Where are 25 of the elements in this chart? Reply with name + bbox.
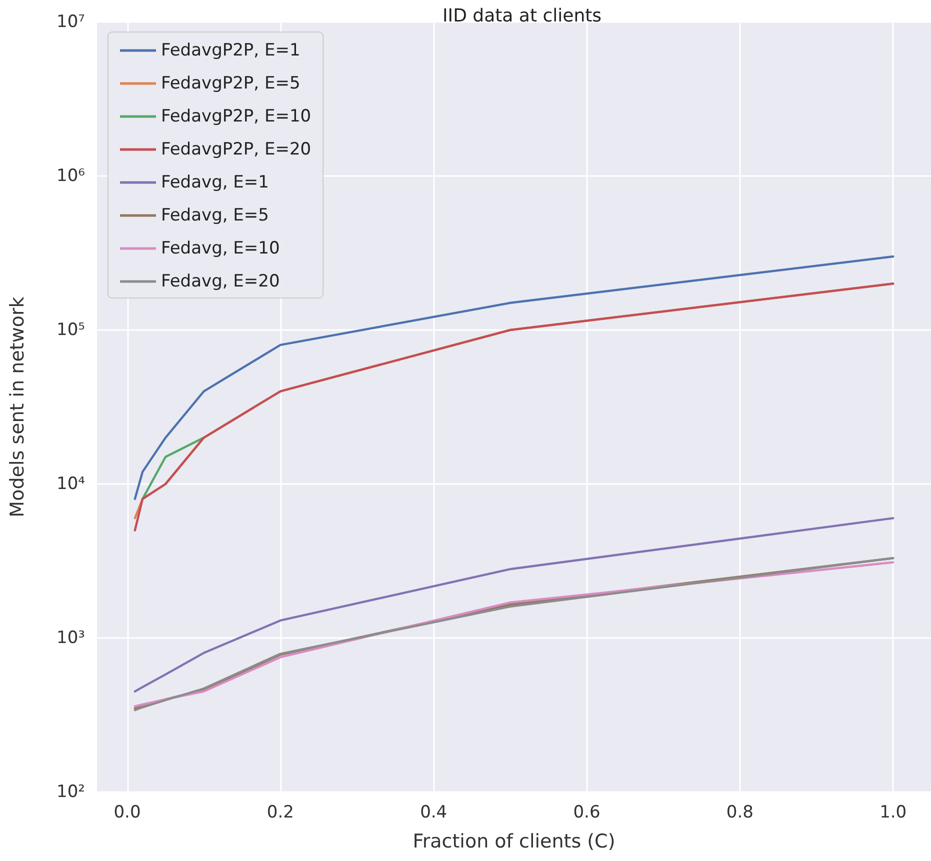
x-tick-label: 0.2 xyxy=(266,802,294,822)
line-series xyxy=(134,255,894,500)
y-tick-label: 10³ xyxy=(56,628,85,648)
legend-label: Fedavg, E=5 xyxy=(161,206,269,226)
legend-label: Fedavg, E=10 xyxy=(161,238,280,258)
legend-label: FedavgP2P, E=5 xyxy=(161,74,300,94)
y-tick-label: 10⁶ xyxy=(56,166,86,186)
legend-label: FedavgP2P, E=20 xyxy=(161,140,312,160)
y-tick-label: 10² xyxy=(56,782,85,802)
y-tick-label: 10⁵ xyxy=(56,320,85,340)
x-tick-label: 0.0 xyxy=(114,802,141,822)
y-tick-label: 10⁷ xyxy=(56,12,86,32)
y-axis-title: Models sent in network xyxy=(6,296,28,518)
x-axis-title: Fraction of clients (C) xyxy=(412,830,616,852)
y-tick-label: 10⁴ xyxy=(56,474,86,494)
x-tick-label: 0.4 xyxy=(420,802,448,822)
x-tick-label: 0.6 xyxy=(573,802,600,822)
line-series xyxy=(134,517,894,693)
legend-label: Fedavg, E=1 xyxy=(161,172,269,192)
legend-label: Fedavg, E=20 xyxy=(161,272,280,292)
x-tick-label: 1.0 xyxy=(880,802,907,822)
chart-title: IID data at clients xyxy=(442,6,602,26)
legend-label: FedavgP2P, E=1 xyxy=(161,40,300,60)
legend-label: FedavgP2P, E=10 xyxy=(161,106,312,126)
x-tick-label: 0.8 xyxy=(726,802,754,822)
